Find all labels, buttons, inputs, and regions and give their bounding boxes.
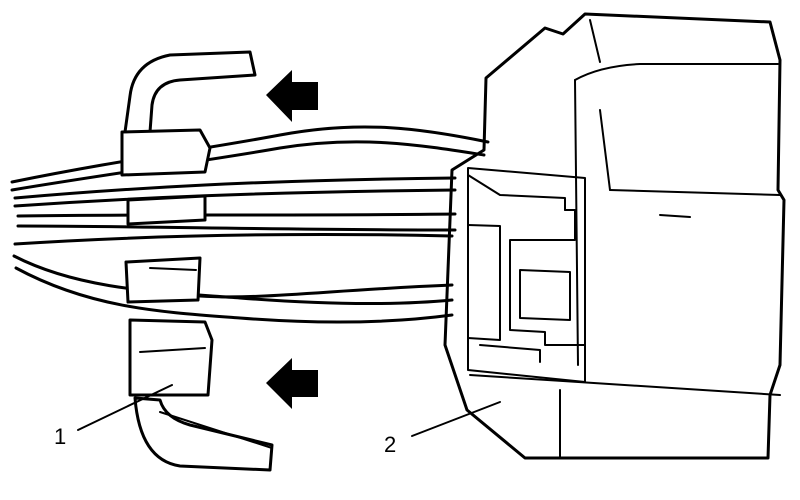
callout-1-label: 1 [54,424,66,449]
callout-1: 1 [54,384,173,449]
callout-2: 2 [384,401,501,457]
connector-housing [443,12,786,460]
callout-2-label: 2 [384,432,396,457]
wire-bundle [10,125,490,324]
lower-arrow-icon [266,358,318,409]
upper-arrow-icon [266,70,318,122]
connector-lock [120,50,274,472]
